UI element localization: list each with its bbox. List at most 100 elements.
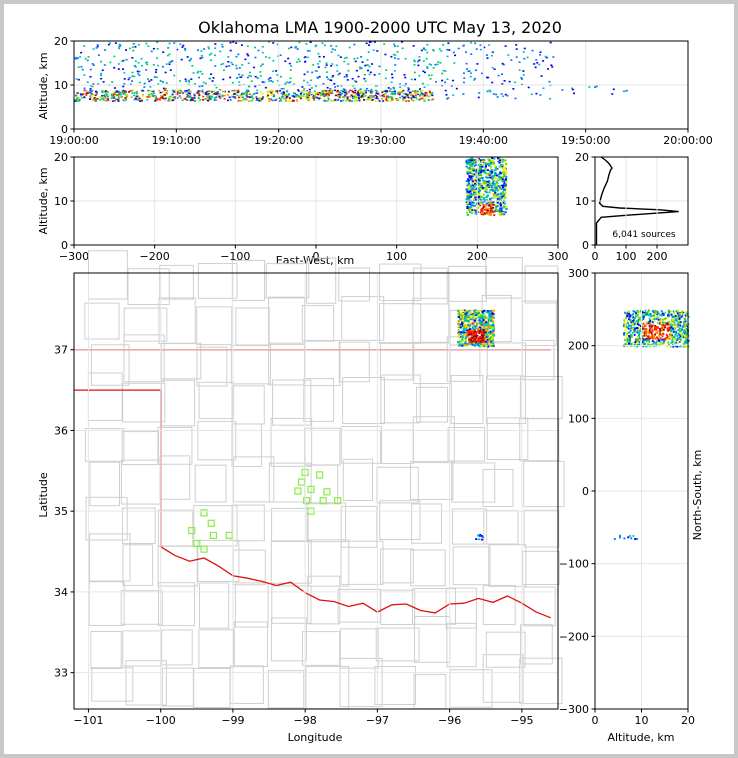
time-source-point <box>75 57 78 60</box>
time-source-point <box>184 78 187 81</box>
ns-source-point <box>679 328 682 331</box>
time-source-point <box>261 46 264 48</box>
map-source-point <box>474 335 477 338</box>
ew-source-point <box>471 173 475 175</box>
time-source-point <box>366 64 369 66</box>
ns-source-point <box>628 315 631 318</box>
ns-source-point <box>675 332 678 335</box>
time-source-point <box>337 54 340 57</box>
time-source-point <box>360 67 363 70</box>
time-source-point <box>261 51 264 54</box>
ew-source-point <box>502 212 505 215</box>
map-source-point <box>473 345 477 347</box>
ew-source-point <box>475 180 478 183</box>
ns-source-point <box>671 320 674 323</box>
ns-source-point <box>660 310 663 313</box>
ns-ytick-label: 100 <box>568 412 589 425</box>
time-source-point <box>462 81 465 84</box>
time-source-point <box>235 67 238 70</box>
ew-source-point <box>493 178 496 181</box>
time-source-point <box>325 64 328 66</box>
time-source-point <box>311 71 314 74</box>
time-source-point <box>474 69 477 72</box>
time-source-point <box>81 68 84 71</box>
time-source-point <box>323 44 326 47</box>
time-source-point <box>295 45 298 48</box>
time-source-point <box>164 87 167 90</box>
time-source-point <box>422 60 425 62</box>
time-source-point <box>201 85 204 87</box>
county-outline <box>486 417 529 461</box>
map-source-point <box>459 313 463 316</box>
time-source-point <box>425 91 428 94</box>
map-source-point <box>462 309 465 312</box>
time-source-point <box>329 88 332 90</box>
time-source-point <box>79 93 82 95</box>
time-source-point <box>356 94 359 97</box>
county-outline <box>485 257 523 299</box>
time-source-point <box>486 57 489 59</box>
ns-source-point <box>652 309 655 312</box>
time-source-point <box>185 80 188 83</box>
ew-source-point <box>489 213 493 215</box>
ns-source-point <box>664 326 666 329</box>
time-source-point <box>401 47 404 50</box>
ew-source-point <box>486 174 489 176</box>
map-source-point <box>475 324 478 327</box>
time-source-point <box>333 99 336 102</box>
time-source-point <box>396 45 399 48</box>
map-source-point <box>478 538 481 541</box>
ew-source-point <box>473 210 476 213</box>
time-source-point <box>430 99 433 101</box>
county-outline <box>197 263 238 299</box>
ew-source-point <box>477 180 480 183</box>
ns-source-point <box>677 324 680 327</box>
ns-source-point <box>623 337 626 340</box>
ns-xtick-label: 20 <box>681 714 695 727</box>
map-source-point <box>462 320 465 323</box>
map-source-point <box>481 340 484 343</box>
time-source-point <box>281 93 284 96</box>
time-source-point <box>112 96 115 99</box>
time-source-point <box>336 89 339 92</box>
time-source-point <box>359 67 362 70</box>
time-source-point <box>303 95 306 98</box>
time-source-point <box>232 95 235 98</box>
ns-source-point <box>648 325 651 328</box>
ns-source-point <box>674 327 677 330</box>
ew-source-point <box>502 176 505 179</box>
lma-station-marker <box>307 485 315 493</box>
time-source-point <box>410 94 413 96</box>
time-source-point <box>238 91 241 93</box>
map-source-point <box>481 311 484 313</box>
map-source-point <box>481 538 484 541</box>
time-source-point <box>414 92 417 94</box>
county-outline <box>410 549 446 587</box>
time-source-point <box>268 98 271 101</box>
map-source-point <box>471 316 474 319</box>
time-source-point <box>128 91 131 93</box>
ns-source-point <box>680 338 682 341</box>
time-source-point <box>384 53 387 56</box>
map-source-point <box>492 334 496 337</box>
time-source-point <box>391 97 394 100</box>
ns-source-point <box>675 318 678 321</box>
map-source-point <box>470 342 473 344</box>
ns-source-point <box>625 317 627 320</box>
ew-source-point <box>470 193 473 195</box>
sources-count-label: 6,041 sources <box>612 230 676 240</box>
ew-source-point <box>503 182 506 184</box>
ns-source-point <box>652 314 655 317</box>
time-source-point <box>150 92 153 95</box>
time-source-point <box>313 94 316 97</box>
county-boundaries <box>74 250 565 710</box>
time-source-point <box>104 91 107 93</box>
time-source-point <box>337 95 340 97</box>
time-source-point <box>431 98 434 101</box>
time-source-point <box>304 56 307 58</box>
time-source-point <box>161 97 164 100</box>
time-source-point <box>241 92 244 95</box>
map-source-point <box>490 343 493 346</box>
time-source-point <box>197 70 200 73</box>
time-source-point <box>445 94 448 96</box>
